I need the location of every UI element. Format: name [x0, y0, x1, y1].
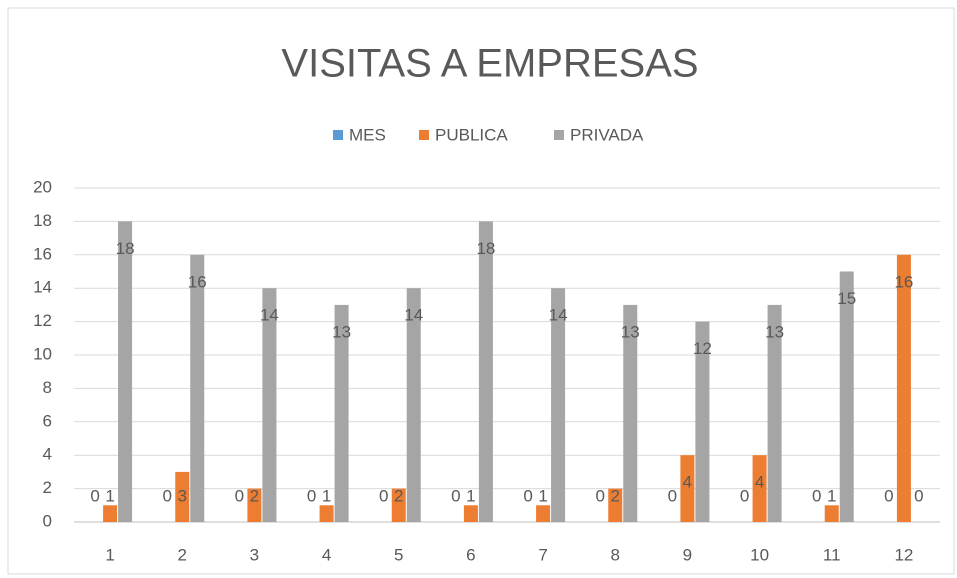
data-label: 4 [683, 473, 692, 492]
legend-swatch [333, 130, 343, 140]
data-label: 0 [523, 486, 532, 505]
x-tick-label: 3 [250, 545, 259, 564]
bar [695, 321, 710, 522]
bar [463, 505, 478, 522]
bar [536, 505, 551, 522]
data-label: 3 [178, 486, 187, 505]
data-label: 4 [755, 473, 764, 492]
data-label: 0 [235, 486, 244, 505]
x-tick-label: 5 [394, 545, 403, 564]
y-tick-label: 6 [43, 411, 52, 430]
x-tick-label: 12 [894, 545, 913, 564]
bar [118, 221, 133, 522]
data-label: 14 [549, 306, 568, 325]
bar [334, 304, 349, 522]
bar [551, 288, 566, 522]
x-tick-label: 4 [322, 545, 331, 564]
legend-label: MES [349, 125, 386, 144]
bar [623, 304, 638, 522]
data-label: 1 [322, 486, 331, 505]
data-label: 2 [394, 486, 403, 505]
legend-swatch [554, 130, 564, 140]
data-label: 18 [116, 239, 135, 258]
bar [319, 505, 334, 522]
data-label: 2 [611, 486, 620, 505]
bar [391, 488, 406, 522]
y-tick-label: 16 [33, 244, 52, 263]
bar [767, 304, 782, 522]
data-label: 0 [884, 486, 893, 505]
bar [752, 455, 767, 522]
y-tick-label: 14 [33, 278, 52, 297]
x-tick-label: 9 [683, 545, 692, 564]
x-tick-label: 7 [538, 545, 547, 564]
y-tick-label: 12 [33, 311, 52, 330]
data-label: 0 [740, 486, 749, 505]
bar [839, 271, 854, 522]
data-label: 0 [668, 486, 677, 505]
x-tick-label: 1 [105, 545, 114, 564]
y-tick-label: 10 [33, 344, 52, 363]
data-label: 0 [163, 486, 172, 505]
data-label: 12 [693, 339, 712, 358]
x-tick-label: 2 [178, 545, 187, 564]
bar [262, 288, 277, 522]
data-label: 14 [404, 306, 423, 325]
bar [680, 455, 695, 522]
y-tick-label: 2 [43, 478, 52, 497]
y-tick-label: 4 [43, 445, 52, 464]
bar [896, 254, 911, 523]
data-label: 13 [765, 322, 784, 341]
x-tick-label: 8 [611, 545, 620, 564]
bar [478, 221, 493, 522]
y-tick-label: 0 [43, 511, 52, 530]
data-label: 0 [812, 486, 821, 505]
y-tick-label: 20 [33, 177, 52, 196]
data-label: 16 [188, 272, 207, 291]
data-label: 0 [379, 486, 388, 505]
legend-label: PUBLICA [435, 125, 508, 144]
bar [103, 505, 118, 522]
data-label: 0 [596, 486, 605, 505]
data-label: 16 [894, 272, 913, 291]
data-label: 14 [260, 306, 279, 325]
data-label: 13 [621, 322, 640, 341]
data-label: 0 [914, 486, 923, 505]
x-tick-label: 11 [823, 545, 841, 564]
x-tick-label: 6 [466, 545, 475, 564]
bar [247, 488, 262, 522]
data-label: 18 [476, 239, 495, 258]
chart-title: VISITAS A EMPRESAS [281, 42, 698, 86]
y-tick-label: 18 [33, 211, 52, 230]
bar [608, 488, 623, 522]
y-tick-label: 8 [43, 378, 52, 397]
data-label: 0 [307, 486, 316, 505]
bar [175, 471, 190, 522]
data-label: 1 [105, 486, 114, 505]
legend-swatch [419, 130, 429, 140]
data-label: 0 [90, 486, 99, 505]
data-label: 1 [827, 486, 836, 505]
bar [190, 254, 205, 523]
x-tick-label: 10 [750, 545, 769, 564]
data-label: 1 [538, 486, 547, 505]
data-label: 2 [250, 486, 259, 505]
bar [406, 288, 421, 522]
data-label: 0 [451, 486, 460, 505]
data-label: 13 [332, 322, 351, 341]
data-label: 15 [837, 289, 856, 308]
legend-label: PRIVADA [570, 125, 644, 144]
data-label: 1 [466, 486, 475, 505]
bar [824, 505, 839, 522]
